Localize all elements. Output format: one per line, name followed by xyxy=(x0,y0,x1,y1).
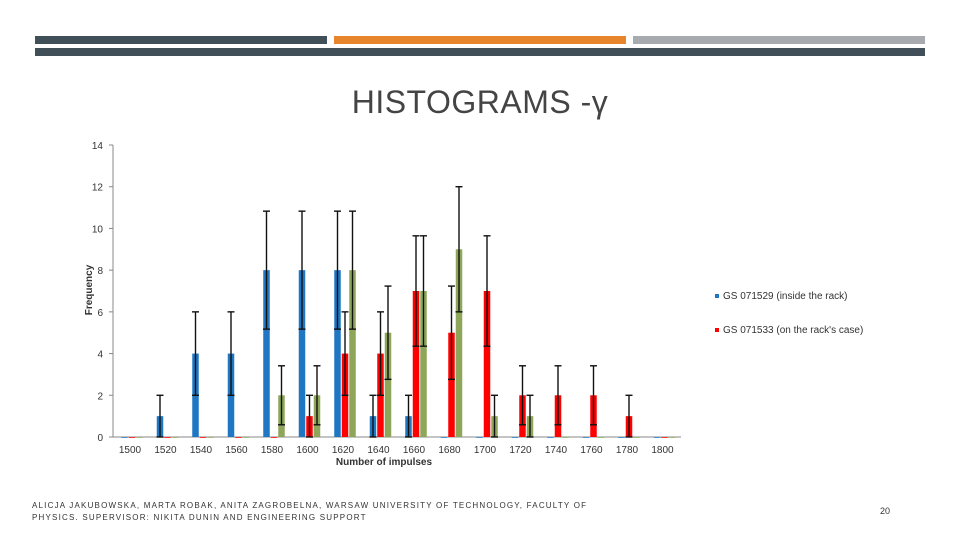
x-tick-label: 1540 xyxy=(190,445,213,456)
histogram-bar xyxy=(164,437,171,438)
histogram-bar xyxy=(128,437,136,438)
x-tick-label: 1620 xyxy=(332,445,355,456)
y-tick-label: 6 xyxy=(97,308,103,319)
chart-legend: GS 071529 (inside the rack) GS 071533 (o… xyxy=(715,290,873,358)
histogram-bar xyxy=(455,249,463,437)
histogram-bar xyxy=(420,291,427,437)
y-tick-label: 14 xyxy=(92,141,104,152)
x-axis-title: Number of impulses xyxy=(336,457,433,468)
x-tick-label: 1700 xyxy=(474,445,497,456)
histogram-bar xyxy=(199,437,207,438)
slide-title: HISTOGRAMS -γ xyxy=(351,84,609,120)
histogram-bar xyxy=(207,437,214,438)
x-tick-label: 1580 xyxy=(261,445,284,456)
y-tick-label: 0 xyxy=(97,433,103,444)
header-bar-dark xyxy=(35,36,327,44)
header-bar-orange xyxy=(334,36,626,44)
legend-label-case: GS 071533 (on the rack's case) xyxy=(723,325,864,336)
histogram-bar xyxy=(334,270,341,437)
histogram-bar xyxy=(349,270,356,437)
histogram-bar xyxy=(653,437,661,438)
histogram-bar xyxy=(270,437,278,438)
histogram-bar xyxy=(582,437,590,438)
histogram-bar xyxy=(242,437,250,438)
histogram-bar xyxy=(448,332,455,437)
histogram-bar xyxy=(562,437,569,438)
x-tick-label: 1720 xyxy=(509,445,532,456)
histogram-bar xyxy=(263,270,270,437)
x-tick-label: 1760 xyxy=(580,445,603,456)
histogram-bar xyxy=(668,437,676,438)
x-tick-label: 1500 xyxy=(119,445,142,456)
y-axis-title: Frequency xyxy=(84,264,95,315)
footer-credits: ALICJA JAKUBOWSKA, MARTA ROBAK, ANITA ZA… xyxy=(32,501,588,522)
legend-item-case: GS 071533 (on the rack's case) xyxy=(715,324,873,337)
header-bar-gray xyxy=(633,36,925,44)
x-tick-label: 1560 xyxy=(225,445,248,456)
y-tick-label: 2 xyxy=(97,391,103,402)
histogram-bar xyxy=(661,437,668,438)
histogram-bar xyxy=(298,270,306,437)
histogram-bar xyxy=(136,437,143,438)
histogram-bar xyxy=(476,437,483,438)
histogram-bar xyxy=(384,332,392,437)
histogram-bar xyxy=(633,437,640,438)
x-tick-label: 1640 xyxy=(367,445,390,456)
y-tick-label: 12 xyxy=(92,183,104,194)
histogram-bar xyxy=(597,437,605,438)
x-tick-label: 1680 xyxy=(438,445,461,456)
histogram-bar xyxy=(171,437,179,438)
histogram-bar xyxy=(412,291,420,437)
legend-item-inside: GS 071529 (inside the rack) xyxy=(715,290,873,303)
x-tick-label: 1740 xyxy=(545,445,568,456)
histogram-bar xyxy=(235,437,242,438)
page-number: 20 xyxy=(880,506,891,516)
y-tick-label: 8 xyxy=(97,266,103,277)
y-tick-label: 10 xyxy=(92,224,104,235)
legend-label-inside: GS 071529 (inside the rack) xyxy=(723,291,848,302)
legend-swatch-blue xyxy=(715,294,719,298)
x-tick-label: 1600 xyxy=(296,445,319,456)
histogram-bar xyxy=(618,437,625,438)
histogram-bar xyxy=(547,437,554,438)
x-tick-label: 1780 xyxy=(616,445,639,456)
histogram-bar xyxy=(440,437,448,438)
histogram-bar xyxy=(121,437,128,438)
histogram-bar xyxy=(483,291,491,437)
x-tick-label: 1660 xyxy=(403,445,426,456)
legend-swatch-red xyxy=(715,328,719,332)
header-bar-long xyxy=(35,48,925,56)
histogram-bar xyxy=(511,437,519,438)
x-tick-label: 1800 xyxy=(651,445,674,456)
y-tick-label: 4 xyxy=(97,350,103,361)
x-tick-label: 1520 xyxy=(154,445,177,456)
